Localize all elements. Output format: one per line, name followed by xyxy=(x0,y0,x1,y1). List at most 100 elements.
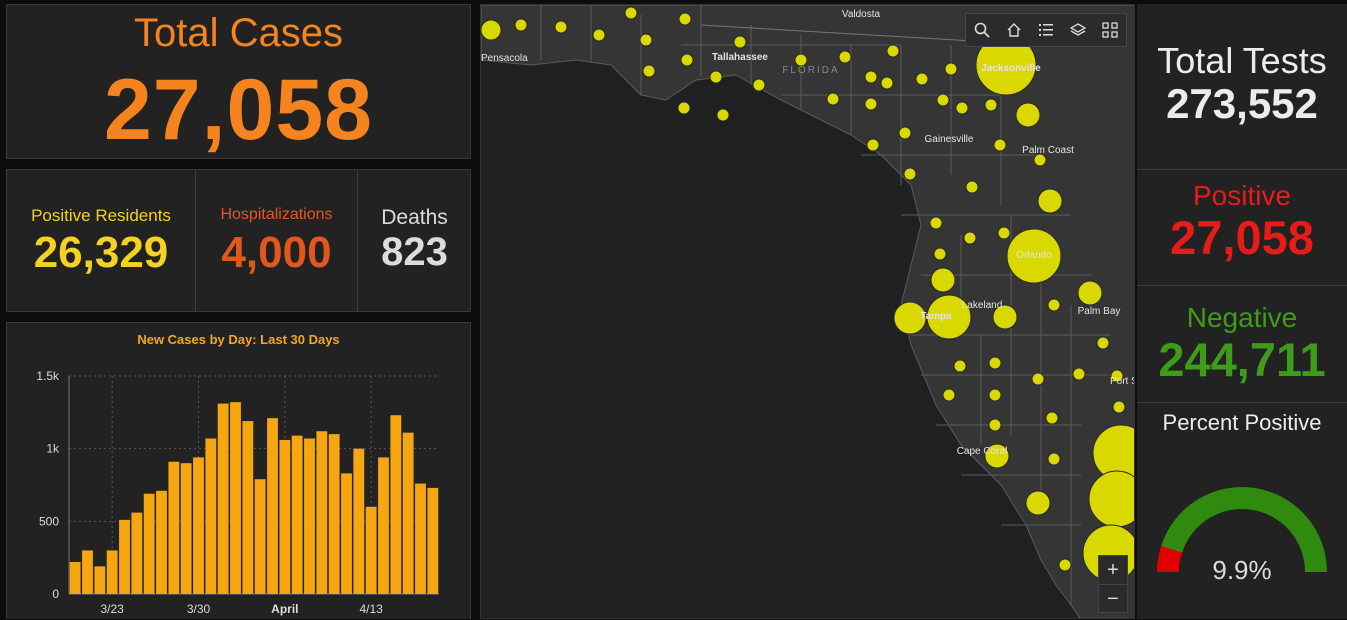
case-marker xyxy=(880,76,894,90)
case-marker xyxy=(903,167,917,181)
gauge-arc-remaining xyxy=(1161,487,1327,573)
bar xyxy=(427,487,439,594)
new-cases-bar-chart: 0 500 1k 1.5k 3/23 3/30 April 4/13 xyxy=(36,369,439,616)
positive-tests-label: Positive xyxy=(1192,180,1292,211)
bar xyxy=(119,519,130,594)
qr-icon[interactable] xyxy=(1099,19,1121,41)
city-label-gainesville: Gainesville xyxy=(925,134,974,145)
case-marker xyxy=(1047,298,1061,312)
home-icon[interactable] xyxy=(1003,19,1025,41)
city-label-tallahassee: Tallahassee xyxy=(712,52,768,63)
case-marker xyxy=(988,356,1002,370)
bar xyxy=(365,506,377,594)
y-tick-label: 500 xyxy=(39,514,59,528)
layers-icon[interactable] xyxy=(1067,19,1089,41)
positive-residents-label: Positive Residents xyxy=(31,206,171,225)
case-marker xyxy=(936,93,950,107)
case-marker xyxy=(481,19,502,41)
case-marker xyxy=(984,443,1010,469)
bar xyxy=(353,448,365,594)
map-canvas[interactable]: Valdosta Pensacola Tallahassee FLORIDA J… xyxy=(481,5,1135,619)
case-marker xyxy=(898,126,912,140)
case-marker xyxy=(992,304,1018,330)
zoom-control: + − xyxy=(1098,555,1128,613)
city-label-port-st-lucie: Port St. Lucie xyxy=(1110,376,1135,387)
zoom-in-button[interactable]: + xyxy=(1099,556,1127,585)
case-marker xyxy=(1025,490,1051,516)
case-marker xyxy=(866,138,880,152)
total-cases-card: Total Cases 27,058 xyxy=(6,4,471,159)
city-label-group: Valdosta Pensacola Tallahassee FLORIDA J… xyxy=(481,9,1135,457)
total-cases-label: Total Cases xyxy=(134,11,343,55)
search-icon[interactable] xyxy=(971,19,993,41)
negative-tests-value: 244,711 xyxy=(1158,333,1326,386)
total-tests-block: Total Tests 273,552 xyxy=(1137,40,1347,128)
tests-column: Total Tests 273,552 Positive 27,058 Nega… xyxy=(1137,4,1347,619)
bar xyxy=(316,431,328,594)
city-label-palm-coast: Palm Coast xyxy=(1022,145,1074,156)
case-marker xyxy=(1058,558,1072,572)
bar xyxy=(106,550,118,594)
gauge-arc-positive xyxy=(1157,545,1183,573)
deaths-label: Deaths xyxy=(381,206,448,229)
land-shape xyxy=(481,5,1134,618)
x-tick-label: 3/23 xyxy=(100,602,124,616)
case-marker xyxy=(1112,400,1126,414)
bar xyxy=(390,415,402,594)
case-marker xyxy=(639,33,653,47)
y-tick-label: 0 xyxy=(52,587,59,601)
y-tick-label: 1k xyxy=(46,442,60,456)
x-tick-label: April xyxy=(271,602,298,616)
stat-divider xyxy=(195,170,196,311)
total-tests-value: 273,552 xyxy=(1166,80,1318,127)
stat-divider xyxy=(357,170,358,311)
case-marker xyxy=(716,108,730,122)
case-marker xyxy=(709,70,723,84)
case-marker xyxy=(1110,369,1124,383)
case-markers xyxy=(481,6,1134,582)
city-label-valdosta: Valdosta xyxy=(842,9,881,20)
case-marker xyxy=(1031,372,1045,386)
case-marker xyxy=(955,101,969,115)
bar xyxy=(291,435,303,594)
positive-tests-block: Positive 27,058 xyxy=(1137,180,1347,265)
case-marker xyxy=(930,267,956,293)
hospitalizations-label: Hospitalizations xyxy=(220,206,333,223)
bar xyxy=(341,473,352,594)
case-marker xyxy=(554,20,568,34)
city-label-orlando: Orlando xyxy=(1016,250,1052,261)
zoom-out-button[interactable]: − xyxy=(1107,588,1119,610)
bar xyxy=(254,479,266,594)
case-marker xyxy=(915,72,929,86)
city-label-pensacola: Pensacola xyxy=(481,53,528,64)
percent-positive-value: 9.9% xyxy=(1212,555,1271,585)
case-marker xyxy=(642,64,656,78)
bar xyxy=(279,439,291,594)
case-marker xyxy=(988,388,1002,402)
percent-positive-block: Percent Positive xyxy=(1137,410,1347,436)
city-label-lakeland: Lakeland xyxy=(962,300,1003,311)
bar xyxy=(156,490,167,594)
x-tick-label: 4/13 xyxy=(359,602,383,616)
case-marker xyxy=(926,294,972,340)
bar xyxy=(242,421,254,594)
total-tests-label: Total Tests xyxy=(1157,40,1327,81)
bar xyxy=(267,418,278,594)
total-cases-value: 27,058 xyxy=(103,62,374,158)
hospitalizations-value: 4,000 xyxy=(221,228,332,277)
divider xyxy=(1137,169,1347,170)
bar xyxy=(193,457,204,594)
hospitalizations-stat: Hospitalizations 4,000 xyxy=(196,170,357,311)
divider xyxy=(1137,285,1347,286)
bar xyxy=(415,483,426,594)
percent-positive-gauge: 9.9% xyxy=(1157,487,1327,585)
percent-positive-label: Percent Positive xyxy=(1162,410,1322,435)
case-marker xyxy=(678,12,692,26)
case-marker xyxy=(953,359,967,373)
y-tick-label: 1.5k xyxy=(36,369,60,383)
bar xyxy=(82,550,93,594)
case-marker xyxy=(929,216,943,230)
legend-icon[interactable] xyxy=(1035,19,1057,41)
florida-map[interactable]: Valdosta Pensacola Tallahassee FLORIDA J… xyxy=(480,4,1135,619)
case-marker xyxy=(893,301,927,335)
